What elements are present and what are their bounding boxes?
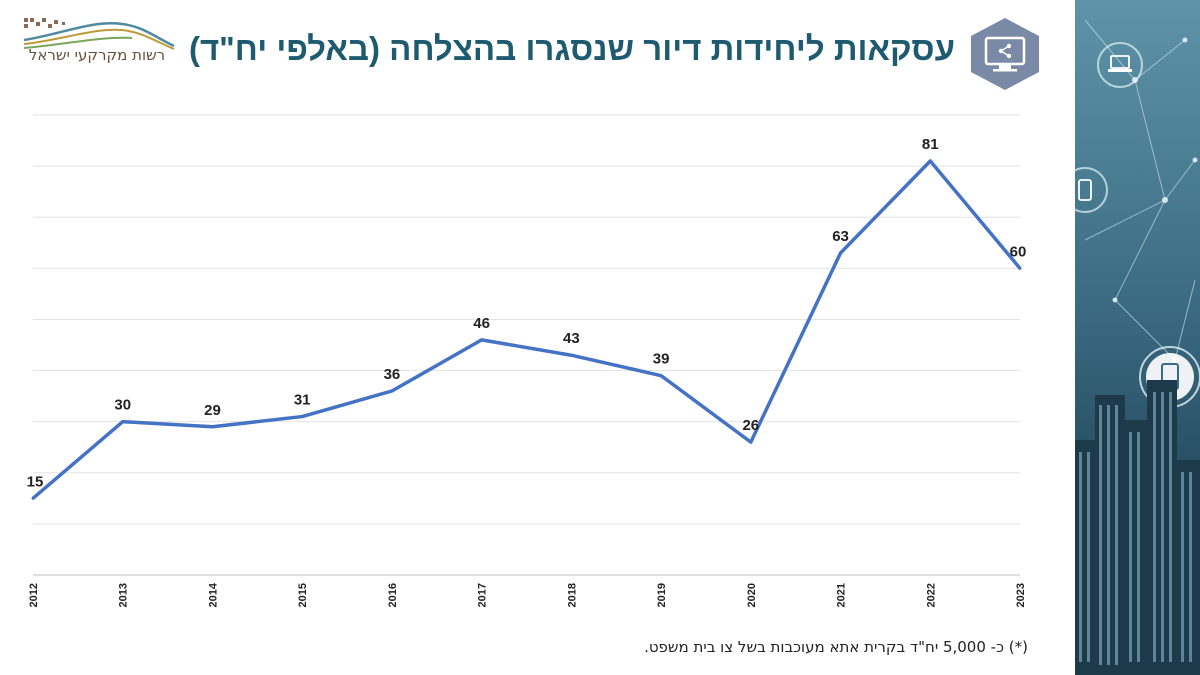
data-point xyxy=(569,353,573,357)
data-label: 81 xyxy=(922,136,939,153)
x-tick-label: 2020 xyxy=(746,583,758,607)
data-point xyxy=(210,425,214,429)
chart-x-axis: 2012 2013 2014 2015 2016 2017 2018 2019 2020 2021… xyxy=(28,582,1027,607)
data-label: 29 xyxy=(204,402,221,419)
x-tick-label: 2015 xyxy=(297,583,309,607)
x-tick-label: 2017 xyxy=(477,583,489,607)
x-tick-label: 2023 xyxy=(1015,583,1027,607)
chart-series xyxy=(31,159,1022,500)
data-point xyxy=(659,374,663,378)
footnote: (*) כ- 5,000 יח"ד בקרית אתא מעוכבות בשל … xyxy=(644,638,1028,656)
x-tick-label: 2014 xyxy=(207,582,219,607)
data-point xyxy=(300,415,304,419)
series-line xyxy=(31,159,1022,500)
x-tick-label: 2013 xyxy=(118,583,130,607)
data-point xyxy=(390,389,394,393)
data-label: 26 xyxy=(742,417,759,434)
x-tick-label: 2019 xyxy=(656,583,668,607)
organization-logo xyxy=(22,14,180,74)
data-point xyxy=(928,159,932,163)
data-point xyxy=(839,251,843,255)
data-label: 39 xyxy=(653,351,670,368)
data-label: 43 xyxy=(563,330,580,347)
x-tick-label: 2021 xyxy=(836,583,848,607)
data-point xyxy=(121,420,125,424)
x-tick-label: 2022 xyxy=(925,583,937,607)
chart-data-labels: 15 30 29 31 36 46 43 39 26 63 81 60 xyxy=(27,136,1027,490)
laptop-icon xyxy=(1097,42,1143,88)
data-point xyxy=(480,338,484,342)
data-point xyxy=(31,496,35,500)
data-point xyxy=(749,440,753,444)
monitor-share-icon xyxy=(969,16,1041,92)
data-label: 60 xyxy=(1010,243,1027,260)
chart-grid xyxy=(33,114,1020,576)
logo-text: רשות מקרקעי ישראל xyxy=(28,46,166,64)
page-title: עסקאות ליחידות דיור שנסגרו בהצלחה (באלפי… xyxy=(188,30,955,67)
data-label: 30 xyxy=(114,397,131,414)
x-tick-label: 2018 xyxy=(566,583,578,607)
data-label: 63 xyxy=(832,228,849,245)
x-tick-label: 2016 xyxy=(387,583,399,607)
data-label: 31 xyxy=(294,392,311,409)
data-point xyxy=(1018,266,1022,270)
data-label: 36 xyxy=(384,366,401,383)
side-decorative-panel xyxy=(1075,0,1200,675)
phone-icon xyxy=(1075,167,1108,213)
data-label: 15 xyxy=(27,473,44,490)
data-label: 46 xyxy=(473,315,490,332)
x-tick-label: 2012 xyxy=(28,583,40,607)
